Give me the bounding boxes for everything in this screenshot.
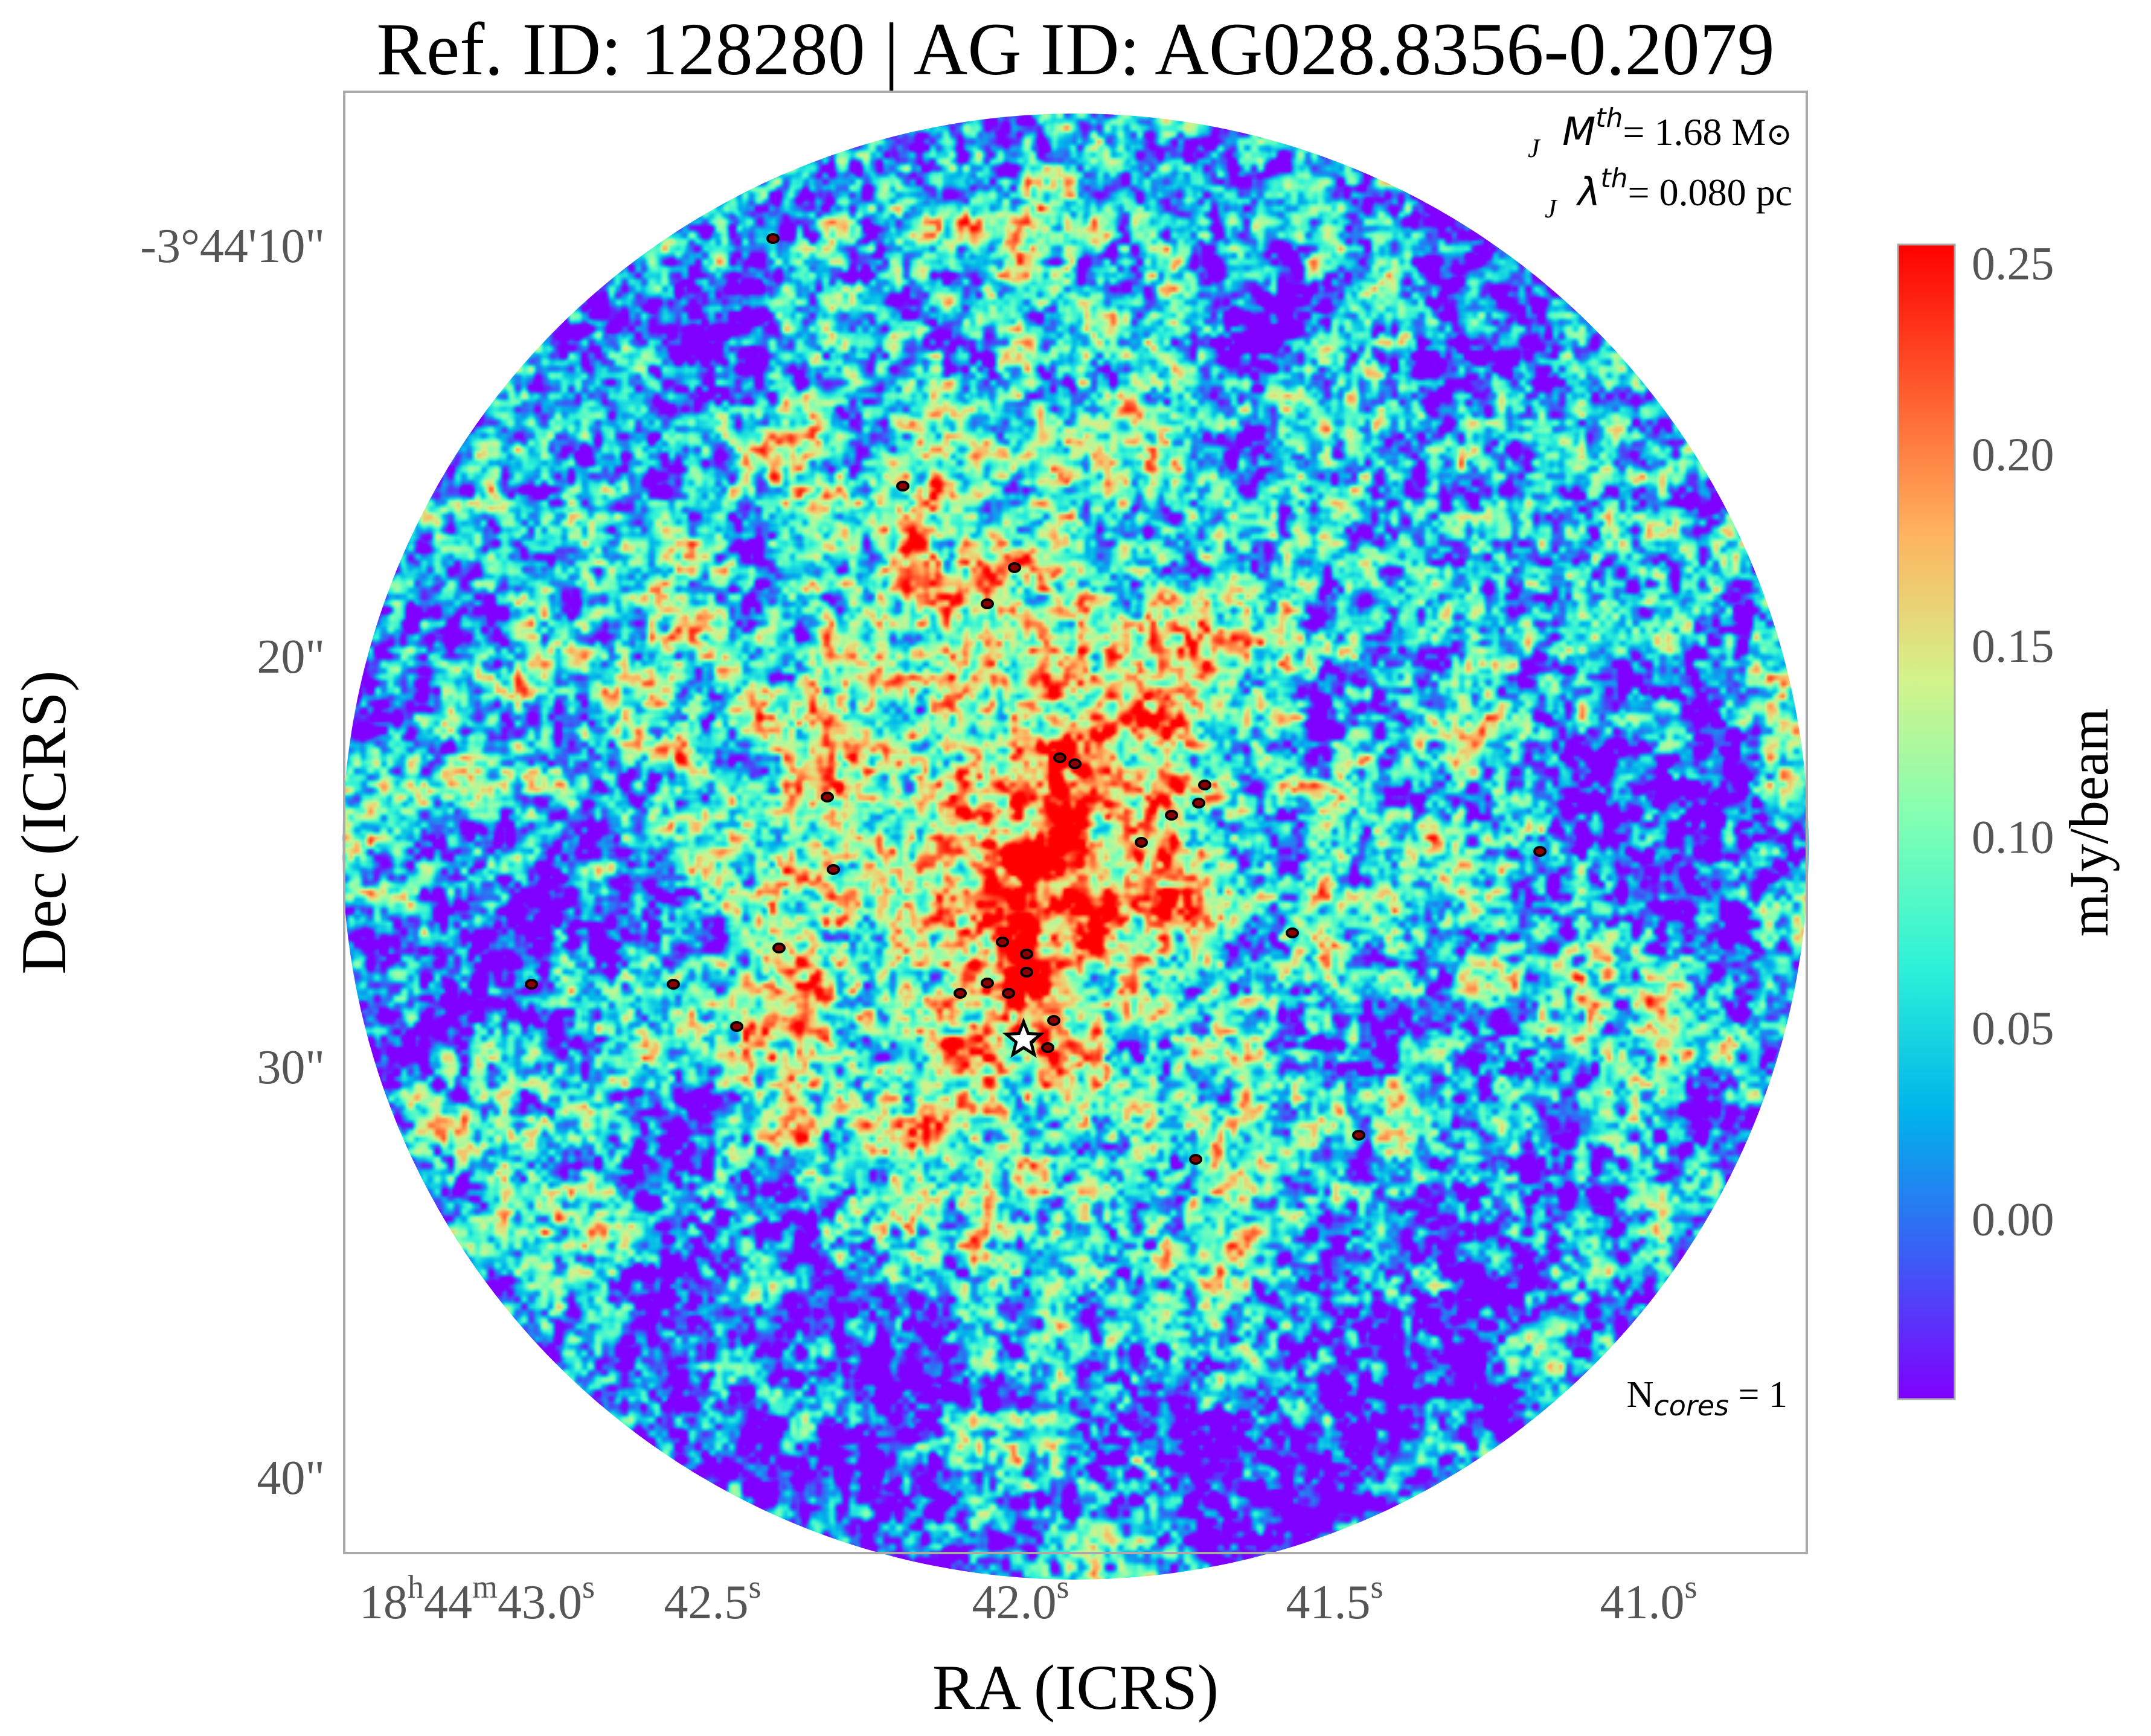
mass-symbol: M bbox=[1562, 110, 1595, 155]
contour-blob bbox=[1020, 949, 1033, 959]
axes-frame bbox=[343, 91, 1808, 1554]
x-axis-title: RA (ICRS) bbox=[932, 1652, 1219, 1723]
contour-blob bbox=[1008, 562, 1021, 573]
contour-blob bbox=[525, 979, 538, 990]
x-tick-label: 42.5s bbox=[664, 1569, 761, 1629]
ncores-symbol: N bbox=[1627, 1374, 1654, 1415]
x-tick-label: 41.0s bbox=[1600, 1569, 1697, 1629]
contour-blob bbox=[827, 864, 840, 875]
contour-blob bbox=[981, 598, 994, 609]
colorbar-bar bbox=[1897, 243, 1956, 1400]
colorbar-tick-label: 0.20 bbox=[1972, 428, 2054, 481]
colorbar: 0.25 0.20 0.15 0.10 0.05 0.00 mJy/beam bbox=[1897, 237, 2120, 1400]
y-tick-label: -3°44'10" bbox=[140, 220, 325, 273]
colorbar-tick-label: 0.25 bbox=[1972, 237, 2054, 290]
y-tick-label: 40" bbox=[257, 1452, 325, 1505]
contour-blob bbox=[1047, 1015, 1060, 1026]
mass-unit: ⊙ bbox=[1766, 118, 1792, 152]
ncores-annotation: Ncores = 1 bbox=[1627, 1374, 1787, 1422]
contour-blob bbox=[1533, 846, 1547, 857]
contour-blob bbox=[667, 979, 680, 990]
contour-blob bbox=[896, 481, 909, 492]
contour-blob bbox=[1198, 780, 1211, 790]
colorbar-ticks: 0.25 0.20 0.15 0.10 0.05 0.00 bbox=[1972, 237, 2054, 1246]
contour-blob bbox=[1352, 1130, 1365, 1141]
contour-blob bbox=[1053, 752, 1066, 763]
intensity-map bbox=[342, 92, 1809, 1580]
map-raster bbox=[342, 114, 1809, 1580]
x-tick-label: 42.0s bbox=[972, 1569, 1069, 1629]
contour-blob bbox=[996, 937, 1009, 947]
mass-value: = 1.68 M bbox=[1623, 111, 1766, 153]
x-tick-label: 41.5s bbox=[1286, 1569, 1383, 1629]
x-axis-ticks: 18h44m43.0s 42.5s 42.0s 41.5s 41.0s bbox=[359, 1569, 1697, 1629]
colorbar-tick-label: 0.00 bbox=[1972, 1193, 2054, 1245]
contour-blob bbox=[1189, 1154, 1202, 1165]
contour-blob bbox=[954, 988, 967, 999]
mass-sub: J bbox=[1528, 133, 1541, 163]
contour-blob bbox=[981, 978, 994, 988]
colorbar-label: mJy/beam bbox=[2058, 708, 2120, 937]
contour-blob bbox=[772, 943, 786, 953]
contour-blob bbox=[1002, 988, 1015, 999]
jeans-annotation: Mth= 1.68 M⊙ J λth= 0.080 pc J bbox=[1528, 103, 1792, 223]
core-contours bbox=[525, 233, 1547, 1165]
contour-blob bbox=[1068, 758, 1082, 769]
contour-blob bbox=[1041, 1042, 1054, 1053]
contour-blob bbox=[1192, 798, 1205, 809]
length-value: = 0.080 pc bbox=[1628, 171, 1793, 214]
figure-title: Ref. ID: 128280 | AG ID: AG028.8356-0.20… bbox=[376, 8, 1775, 91]
colorbar-tick-label: 0.15 bbox=[1972, 620, 2054, 672]
contour-blob bbox=[766, 233, 780, 244]
svg-text:Ncores = 1: Ncores = 1 bbox=[1627, 1374, 1787, 1422]
core-star-marker bbox=[1002, 1017, 1045, 1058]
contour-blob bbox=[1286, 927, 1299, 938]
y-tick-label: 30" bbox=[257, 1041, 325, 1094]
y-tick-label: 20" bbox=[257, 630, 325, 684]
y-axis-ticks: -3°44'10" 20" 30" 40" bbox=[140, 220, 325, 1505]
y-axis-title: Dec (ICRS) bbox=[8, 670, 79, 974]
x-tick-label: 18h44m43.0s bbox=[359, 1569, 595, 1629]
colorbar-tick-label: 0.10 bbox=[1972, 810, 2054, 863]
contour-blob bbox=[1165, 810, 1178, 821]
contour-blob bbox=[730, 1021, 743, 1032]
svg-text:Mth= 1.68 M⊙: Mth= 1.68 M⊙ bbox=[1562, 103, 1792, 155]
colorbar-tick-label: 0.05 bbox=[1972, 1002, 2054, 1054]
ncores-value: = 1 bbox=[1729, 1374, 1787, 1415]
svg-text:λth= 0.080 pc: λth= 0.080 pc bbox=[1576, 163, 1792, 215]
length-symbol: λ bbox=[1576, 170, 1600, 215]
mass-sup: th bbox=[1595, 103, 1623, 133]
contour-blob bbox=[821, 792, 834, 802]
length-sup: th bbox=[1600, 163, 1627, 194]
ncores-sub: cores bbox=[1653, 1389, 1729, 1422]
length-sub: J bbox=[1545, 194, 1558, 223]
contour-blob bbox=[1135, 837, 1148, 848]
contour-blob bbox=[1020, 967, 1033, 978]
